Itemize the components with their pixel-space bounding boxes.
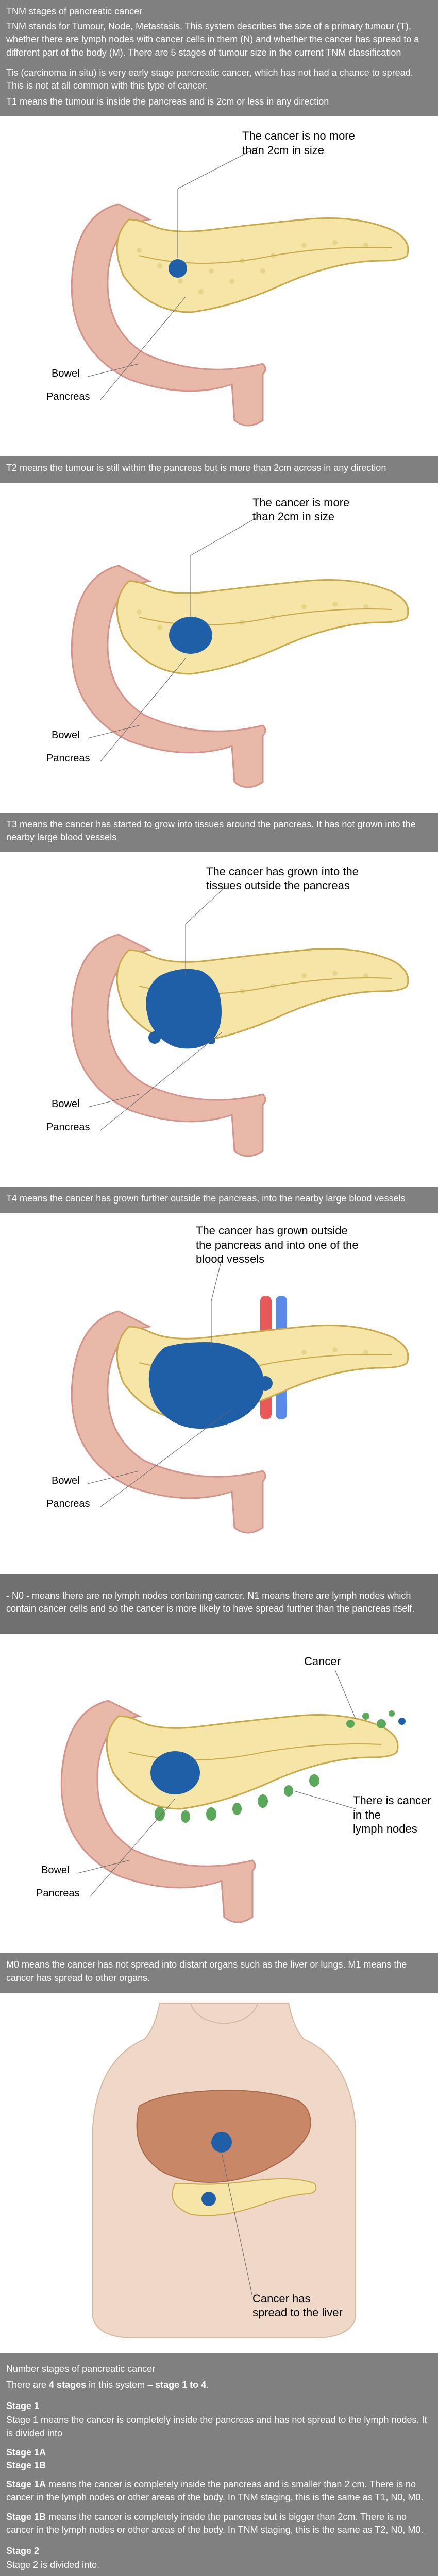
stage1-title: Stage 1 (6, 2400, 432, 2413)
intro-text: TNM stands for Tumour, Node, Metastasis.… (6, 20, 432, 59)
sec4: T4 means the cancer has grown further ou… (0, 1187, 438, 1213)
stage1a-text: Stage 1A means the cancer is completely … (6, 2478, 432, 2504)
label-cancer: Cancer (304, 1654, 341, 1669)
label-pancreas: Pancreas (36, 1886, 80, 1901)
diagram-m: Cancer has spread to the liver (0, 1993, 438, 2353)
sec6-text: M0 means the cancer has not spread into … (6, 1958, 432, 1984)
stage2-text: Stage 2 is divided into. (6, 2558, 432, 2571)
page-title: TNM stages of pancreatic cancer (6, 5, 432, 18)
stage1a-label: Stage 1A (6, 2446, 432, 2459)
label-bowel: Bowel (52, 728, 79, 742)
pancreas-svg-t4 (5, 1218, 433, 1569)
stage2: Stage 2 Stage 2 is divided into. Stage 2… (6, 2545, 432, 2576)
diagram-t4: The cancer has grown outside the pancrea… (0, 1213, 438, 1574)
label-bowel: Bowel (52, 1097, 79, 1111)
stage1: Stage 1 Stage 1 means the cancer is comp… (6, 2400, 432, 2536)
stage1b-label: Stage 1B (6, 2459, 432, 2472)
label-pancreas: Pancreas (46, 1497, 90, 1511)
caption-t3: The cancer has grown into the tissues ou… (206, 865, 423, 893)
label-bowel: Bowel (41, 1863, 69, 1877)
caption-m: Cancer has spread to the liver (252, 2292, 386, 2320)
label-bowel: Bowel (52, 366, 79, 381)
p3: T1 means the tumour is inside the pancre… (6, 95, 432, 108)
sec3-text: T3 means the cancer has started to grow … (6, 818, 432, 844)
stages-intro: There are 4 stages in this system – stag… (6, 2379, 432, 2392)
sec2-text: T2 means the tumour is still within the … (6, 462, 432, 474)
label-lymph: There is cancer in the lymph nodes (353, 1793, 438, 1836)
diagram-t3: The cancer has grown into the tissues ou… (0, 852, 438, 1187)
sec6: M0 means the cancer has not spread into … (0, 1953, 438, 1992)
diagram-t1: The cancer is no more than 2cm in size B… (0, 116, 438, 456)
stage2-title: Stage 2 (6, 2545, 432, 2557)
sec5: - N0 - means there are no lymph nodes co… (0, 1574, 438, 1634)
diagram-t2: The cancer is more than 2cm in size Bowe… (0, 483, 438, 813)
sec2: T2 means the tumour is still within the … (0, 456, 438, 483)
label-bowel: Bowel (52, 1473, 79, 1488)
header-panel: TNM stages of pancreatic cancer TNM stan… (0, 0, 438, 116)
caption-t4: The cancer has grown outside the pancrea… (196, 1224, 423, 1266)
stages-panel: Number stages of pancreatic cancer There… (0, 2353, 438, 2576)
diagram-n: Cancer There is cancer in the lymph node… (0, 1634, 438, 1953)
p2: Tis (carcinoma in situ) is very early st… (6, 66, 432, 92)
stages-title: Number stages of pancreatic cancer (6, 2363, 432, 2376)
caption-t2: The cancer is more than 2cm in size (252, 496, 417, 524)
label-pancreas: Pancreas (46, 1120, 90, 1134)
stage1b-text: Stage 1B means the cancer is completely … (6, 2511, 432, 2536)
stage1-text: Stage 1 means the cancer is completely i… (6, 2414, 432, 2439)
sec3: T3 means the cancer has started to grow … (0, 813, 438, 852)
sec5-text: - N0 - means there are no lymph nodes co… (6, 1589, 432, 1615)
label-pancreas: Pancreas (46, 389, 90, 404)
sec4-text: T4 means the cancer has grown further ou… (6, 1192, 432, 1205)
label-pancreas: Pancreas (46, 751, 90, 766)
caption-t1: The cancer is no more than 2cm in size (242, 129, 417, 157)
